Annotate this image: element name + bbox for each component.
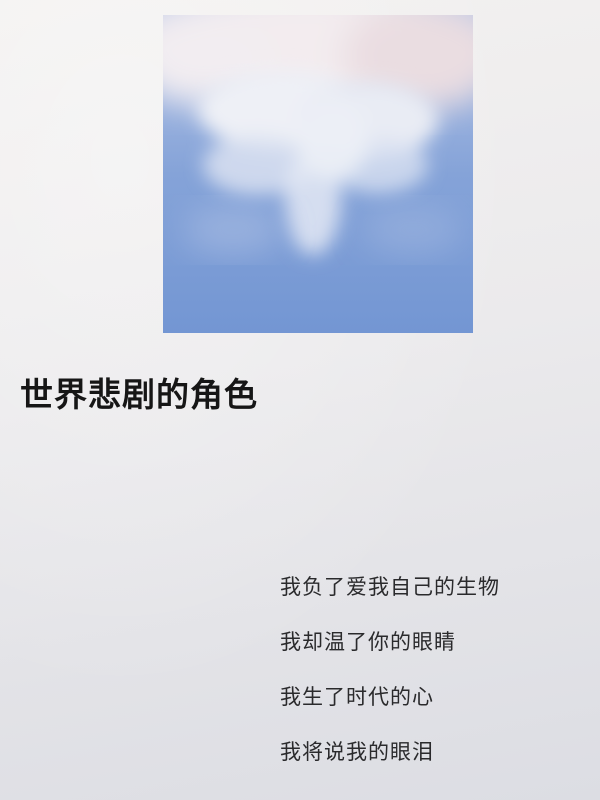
poem-line: 我却温了你的眼睛 <box>280 630 456 654</box>
poem-line: 我将说我的眼泪 <box>280 740 434 764</box>
poem-line: 我负了爱我自己的生物 <box>280 575 500 599</box>
sky-cloud-photo <box>163 15 473 333</box>
poem-line: 我生了时代的心 <box>280 685 434 709</box>
poem-title: 世界悲剧的角色 <box>20 375 258 414</box>
cloud-illustration <box>163 15 473 333</box>
poem-lines: 我负了爱我自己的生物 我却温了你的眼睛 我生了时代的心 我将说我的眼泪 <box>280 567 580 787</box>
